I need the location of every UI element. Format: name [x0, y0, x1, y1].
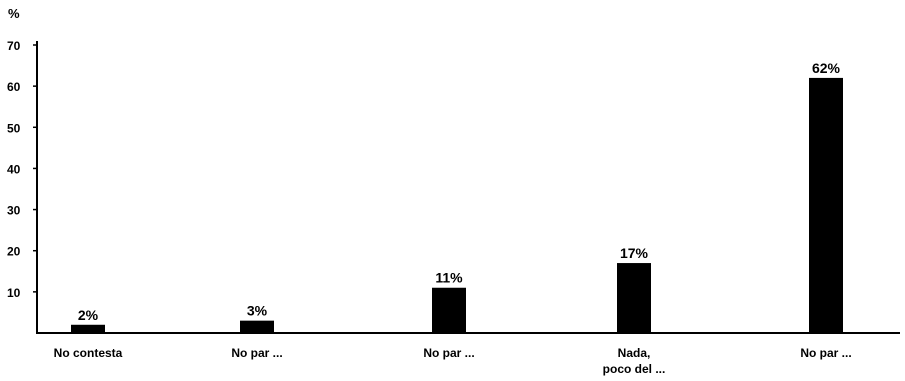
data-label-2: 11%: [435, 270, 463, 286]
data-label-1: 3%: [247, 303, 268, 319]
data-labels: 2% 3% 11% 17% 62%: [78, 60, 841, 323]
bar-1: [240, 320, 274, 333]
y-axis-unit-label: %: [8, 6, 20, 21]
bar-0: [71, 324, 105, 333]
y-tick-label-2: 30: [7, 204, 21, 218]
category-label-0: No contesta: [54, 346, 123, 360]
category-labels: No contesta No par ... No par ... Nada, poco…: [54, 346, 852, 376]
y-tick-label-1: 20: [7, 245, 21, 259]
data-label-4: 62%: [812, 60, 841, 76]
y-tick-label-0: 10: [7, 286, 21, 300]
bars: [71, 77, 843, 334]
category-label-3: Nada, poco del ...: [603, 346, 666, 376]
y-tick-label-6: 70: [7, 39, 21, 53]
data-label-3: 17%: [620, 245, 649, 261]
data-label-0: 2%: [78, 307, 99, 323]
bar-3: [617, 263, 651, 333]
bar-2: [432, 287, 466, 333]
y-tick-label-4: 50: [7, 121, 21, 135]
category-label-1: No par ...: [231, 346, 282, 360]
category-label-4: No par ...: [800, 346, 851, 360]
y-tick-label-5: 60: [7, 80, 21, 94]
bar-4: [809, 77, 843, 334]
y-tick-label-3: 40: [7, 162, 21, 176]
y-axis-ticks: 10 20 30 40 50 60 70: [7, 39, 37, 300]
category-label-2: No par ...: [423, 346, 474, 360]
